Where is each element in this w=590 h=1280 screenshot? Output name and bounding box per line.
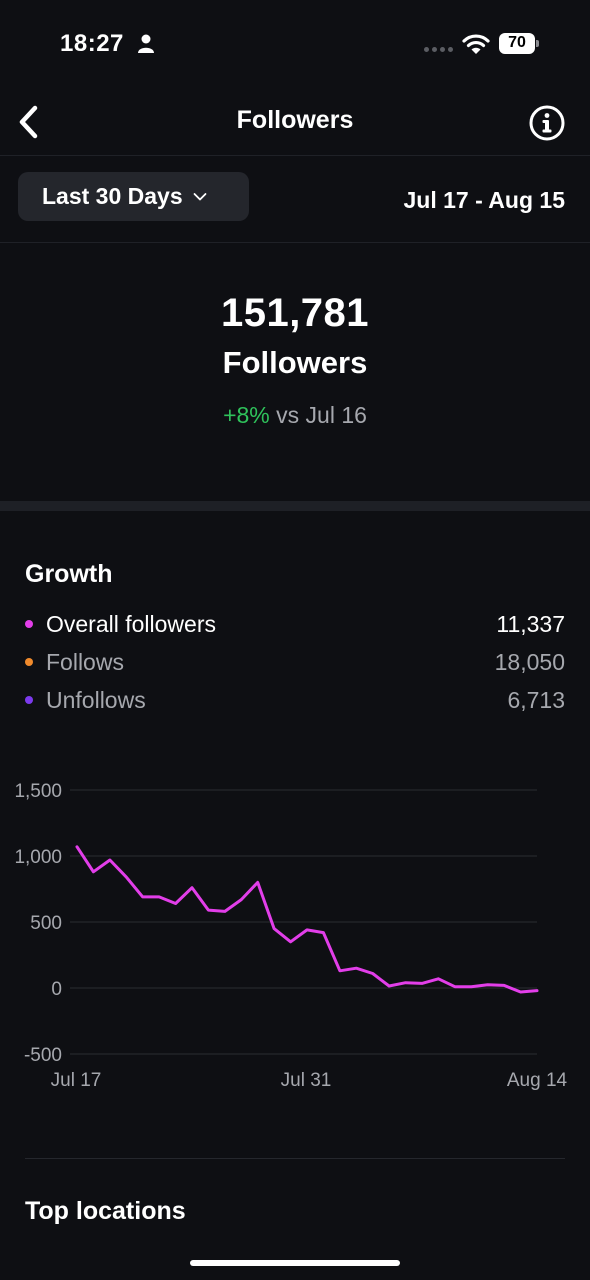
legend-dot xyxy=(25,620,33,628)
x-tick-label: Aug 14 xyxy=(507,1070,568,1091)
legend-label: Unfollows xyxy=(46,686,146,713)
x-tick-label: Jul 31 xyxy=(281,1070,332,1091)
followers-count: 151,781 xyxy=(220,291,370,335)
growth-title: Growth xyxy=(25,560,113,588)
chevron-left-icon xyxy=(19,105,38,139)
followers-change: +8% vs Jul 16 xyxy=(0,402,590,429)
followers-label: Followers xyxy=(222,345,368,380)
date-range-dropdown[interactable]: Last 30 Days xyxy=(18,172,249,221)
y-tick-label: -500 xyxy=(24,1045,62,1066)
nav-bar: Followers xyxy=(0,88,590,156)
x-tick-label: Jul 17 xyxy=(51,1070,102,1091)
filter-row: Last 30 Days Jul 17 - Aug 15 xyxy=(0,156,590,243)
legend-row-follows[interactable]: Follows 18,050 xyxy=(25,647,565,677)
chevron-down-icon xyxy=(193,192,207,200)
legend-dot xyxy=(25,658,33,666)
change-comparison: vs Jul 16 xyxy=(269,402,367,428)
battery-level: 70 xyxy=(508,34,526,51)
y-tick-label: 500 xyxy=(30,913,62,934)
legend-value: 18,050 xyxy=(494,648,565,675)
status-bar: 18:27 70 xyxy=(0,0,590,88)
section-divider-bottom xyxy=(25,1158,565,1159)
y-tick-label: 1,500 xyxy=(14,781,62,802)
legend-row-unfollows[interactable]: Unfollows 6,713 xyxy=(25,685,565,715)
date-range-text: Jul 17 - Aug 15 xyxy=(403,187,565,213)
change-percent: +8% xyxy=(223,402,270,428)
battery-icon: 70 xyxy=(499,33,539,54)
page-title: Followers xyxy=(236,106,354,134)
top-locations-title: Top locations xyxy=(25,1197,186,1225)
y-tick-label: 1,000 xyxy=(14,847,62,868)
signal-dots-icon xyxy=(424,47,453,52)
status-time: 18:27 xyxy=(60,30,124,57)
section-divider xyxy=(0,501,590,511)
legend-dot xyxy=(25,696,33,704)
followers-summary: 151,781 Followers +8% vs Jul 16 xyxy=(0,243,590,501)
info-icon[interactable] xyxy=(528,104,566,142)
legend-value: 11,337 xyxy=(496,610,565,637)
legend-label: Overall followers xyxy=(46,610,216,637)
legend-value: 6,713 xyxy=(507,686,565,713)
home-indicator[interactable] xyxy=(190,1260,400,1266)
legend-label: Follows xyxy=(46,648,124,675)
series-line-overall-followers xyxy=(75,845,539,994)
legend-row-overall-followers[interactable]: Overall followers 11,337 xyxy=(25,609,565,639)
back-button[interactable] xyxy=(8,100,48,144)
person-icon xyxy=(138,34,154,53)
y-tick-label: 0 xyxy=(51,979,62,1000)
date-range-dropdown-label: Last 30 Days xyxy=(42,183,183,209)
growth-line-chart[interactable]: 1,500 1,000 500 0 -500 Jul 17 Jul 31 Aug 14 xyxy=(0,770,590,1100)
wifi-icon xyxy=(462,34,490,54)
